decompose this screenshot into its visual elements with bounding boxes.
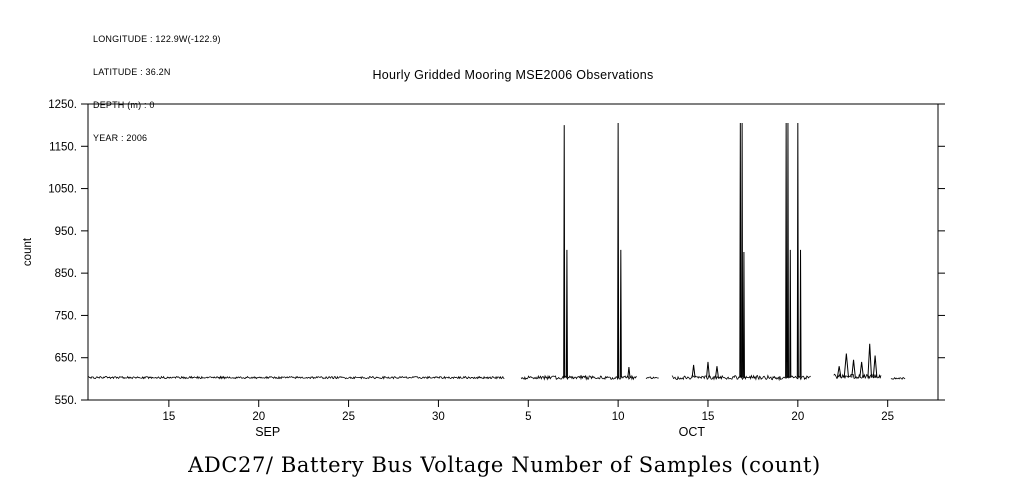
data-spike	[563, 125, 566, 378]
y-tick-label: 650.	[55, 353, 77, 365]
data-spike	[742, 251, 745, 378]
month-label: SEP	[255, 425, 280, 439]
meta-line-depth: DEPTH (m) : 0	[93, 100, 155, 110]
y-tick-label: 750.	[55, 310, 77, 322]
data-spike	[799, 249, 802, 378]
data-spike	[796, 123, 799, 378]
y-tick-label: 550.	[55, 395, 77, 407]
data-spike	[851, 359, 856, 378]
data-spike	[627, 366, 631, 378]
data-spike	[715, 366, 719, 378]
x-tick-label: 15	[702, 411, 715, 423]
x-tick-label: 20	[252, 411, 265, 423]
data-spike	[739, 123, 742, 378]
bottom-title: ADC27/ Battery Bus Voltage Number of Sam…	[188, 453, 821, 477]
x-tick-label: 5	[525, 411, 531, 423]
y-tick-label: 950.	[55, 226, 77, 238]
data-spike	[785, 123, 788, 378]
data-segment	[890, 377, 906, 380]
x-tick-label: 15	[162, 411, 175, 423]
y-tick-label: 1050.	[48, 184, 77, 196]
meta-line-latitude: LATITUDE : 36.2N	[93, 67, 171, 77]
data-spike	[706, 361, 710, 378]
data-segment	[87, 375, 505, 380]
y-tick-label: 1150.	[49, 141, 77, 153]
metadata-block: LONGITUDE : 122.9W(-122.9) LATITUDE : 36…	[93, 12, 221, 166]
data-spike	[691, 364, 696, 378]
x-tick-label: 20	[791, 411, 804, 423]
data-spike	[565, 249, 568, 378]
data-spike	[617, 123, 620, 378]
x-tick-label: 25	[342, 411, 355, 423]
meta-line-year: YEAR : 2006	[93, 133, 148, 143]
meta-line-longitude: LONGITUDE : 122.9W(-122.9)	[93, 34, 221, 44]
y-tick-label: 1250.	[48, 99, 77, 111]
data-spike	[786, 123, 789, 378]
data-spike	[872, 355, 878, 378]
data-spike	[619, 249, 622, 378]
data-spike	[789, 249, 792, 378]
data-spike	[741, 123, 744, 378]
y-tick-label: 850.	[55, 268, 77, 280]
data-segment	[520, 374, 637, 381]
data-spike	[836, 366, 842, 378]
month-label: OCT	[679, 425, 706, 439]
axis-frame	[87, 103, 939, 401]
data-segment	[645, 376, 659, 380]
data-spike	[843, 353, 850, 378]
chart-title: Hourly Gridded Mooring MSE2006 Observati…	[372, 68, 654, 82]
data-spike	[867, 343, 873, 378]
x-tick-label: 25	[881, 411, 894, 423]
x-tick-label: 30	[432, 411, 445, 423]
x-tick-label: 10	[612, 411, 625, 423]
data-spike	[859, 361, 864, 378]
